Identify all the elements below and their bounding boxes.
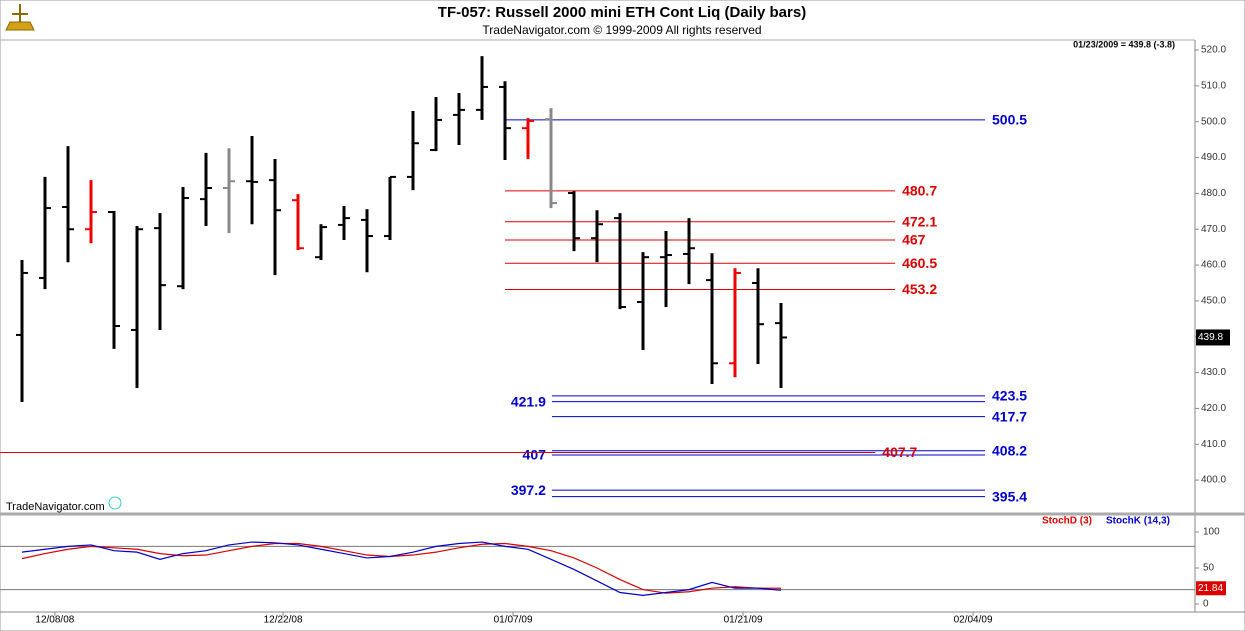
chart-title: TF-057: Russell 2000 mini ETH Cont Liq (… <box>438 4 806 21</box>
level-label: 407 <box>523 447 547 463</box>
level-label: 500.5 <box>992 112 1027 128</box>
y-tick-label: 480.0 <box>1201 188 1226 199</box>
level-label: 421.9 <box>511 393 546 409</box>
level-label: 460.5 <box>902 255 937 271</box>
level-label: 467 <box>902 232 926 248</box>
level-label: 407.7 <box>882 444 917 460</box>
legend-entry: StochK (14,3) <box>1106 516 1170 527</box>
y-tick-label: 400.0 <box>1201 475 1226 486</box>
y-tick-label: 450.0 <box>1201 296 1226 307</box>
last-value-box <box>1196 581 1226 596</box>
level-label: 423.5 <box>992 388 1027 404</box>
y-tick-label: 510.0 <box>1201 81 1226 92</box>
y-tick-label: 500.0 <box>1201 116 1226 127</box>
info: 01/23/2009 = 439.8 (-3.8) <box>1073 39 1175 49</box>
x-tick-label: 02/04/09 <box>954 615 993 626</box>
last-value-box <box>1196 329 1230 346</box>
y-tick-label: 430.0 <box>1201 367 1226 378</box>
x-tick-label: 01/07/09 <box>494 615 533 626</box>
stoch-line <box>21 541 782 596</box>
level-label: 417.7 <box>992 408 1027 424</box>
legend-entry: StochD (3) <box>1042 516 1092 527</box>
level-label: 472.1 <box>902 213 937 229</box>
x-tick-label: 12/08/08 <box>35 615 74 626</box>
logo-mark <box>108 496 122 510</box>
level-label: 453.2 <box>902 281 937 297</box>
level-label: 397.2 <box>511 482 546 498</box>
y-tick-label: 420.0 <box>1201 403 1226 414</box>
logo <box>5 4 35 31</box>
y-tick-label: 490.0 <box>1201 152 1226 163</box>
y-tick-label: 410.0 <box>1201 439 1226 450</box>
chart-subtitle: TradeNavigator.com © 1999-2009 All right… <box>482 23 761 37</box>
y-tick-label: 0 <box>1203 599 1209 610</box>
watermark: TradeNavigator.com <box>6 501 105 513</box>
level-label: 395.4 <box>992 488 1027 504</box>
y-tick-label: 470.0 <box>1201 224 1226 235</box>
last-value: 21.84 <box>1198 583 1223 594</box>
level-label: 480.7 <box>902 183 937 199</box>
x-tick-label: 01/21/09 <box>724 615 763 626</box>
stoch-line <box>21 542 782 594</box>
x-tick-label: 12/22/08 <box>264 615 303 626</box>
y-tick-label: 100 <box>1203 527 1220 538</box>
y-tick-label: 460.0 <box>1201 260 1226 271</box>
level-label: 408.2 <box>992 442 1027 458</box>
last-value: 439.8 <box>1198 332 1223 343</box>
y-tick-label: 520.0 <box>1201 45 1226 56</box>
y-tick-label: 50 <box>1203 563 1215 574</box>
